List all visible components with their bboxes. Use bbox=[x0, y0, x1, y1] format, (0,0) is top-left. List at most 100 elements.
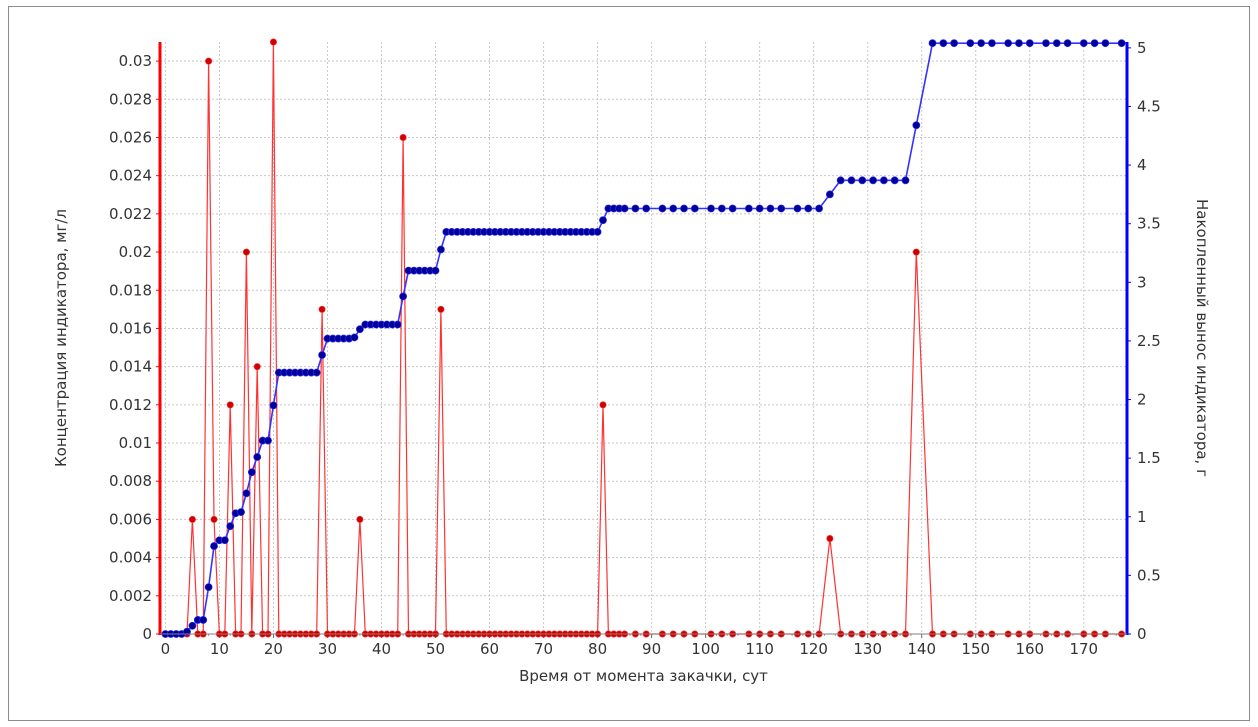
cumulative-point bbox=[437, 245, 445, 254]
x-tick-label: 100 bbox=[691, 640, 720, 658]
left-tick-label: 0.006 bbox=[109, 510, 152, 528]
x-axis-ticks: 0 10 20 30 40 50 60 70 80 90 100 110 120 130 140 150 160… bbox=[161, 634, 1117, 658]
cumulative-point bbox=[755, 204, 764, 213]
axes bbox=[158, 42, 1129, 635]
cumulative-point bbox=[825, 190, 834, 199]
cumulative-point bbox=[966, 39, 975, 48]
right-tick-label: 3 bbox=[1137, 273, 1147, 291]
concentration-point bbox=[826, 535, 834, 543]
cumulative-point bbox=[950, 39, 959, 48]
cumulative-point bbox=[1025, 39, 1034, 48]
x-tick-label: 20 bbox=[264, 640, 283, 658]
cumulative-point bbox=[620, 204, 629, 213]
cumulative-point bbox=[237, 508, 245, 516]
cumulative-point bbox=[264, 436, 272, 445]
cumulative-point bbox=[669, 204, 678, 213]
cumulative-point bbox=[1004, 39, 1013, 48]
right-tick-label: 5 bbox=[1137, 39, 1147, 57]
right-tick-label: 0.5 bbox=[1137, 566, 1161, 584]
cumulative-point bbox=[247, 468, 256, 477]
cumulative-point bbox=[399, 292, 408, 301]
left-tick-label: 0.024 bbox=[109, 167, 152, 185]
x-tick-label: 120 bbox=[799, 640, 828, 658]
cumulative-point bbox=[804, 204, 813, 213]
x-tick-label: 110 bbox=[745, 640, 774, 658]
concentration-point bbox=[242, 248, 250, 256]
cumulative-point bbox=[269, 401, 278, 410]
cumulative-point bbox=[680, 204, 688, 213]
cumulative-line bbox=[165, 42, 1122, 635]
concentration-point bbox=[226, 401, 234, 409]
cumulative-point bbox=[912, 121, 921, 130]
x-tick-label: 160 bbox=[1015, 640, 1044, 658]
x-axis-title: Время от момента закачки, сут bbox=[519, 667, 768, 685]
cumulative-point bbox=[658, 204, 667, 213]
cumulative-point bbox=[836, 176, 845, 185]
concentration-point bbox=[188, 515, 196, 523]
concentration-point bbox=[912, 248, 920, 256]
cumulative-point bbox=[777, 204, 786, 213]
cumulative-point bbox=[1101, 39, 1110, 48]
cumulative-point bbox=[350, 333, 359, 342]
concentration-point bbox=[356, 515, 364, 523]
x-tick-label: 170 bbox=[1069, 640, 1098, 658]
cumulative-point bbox=[1042, 39, 1050, 48]
cumulative-point bbox=[199, 616, 208, 624]
cumulative-point bbox=[728, 204, 737, 213]
cumulative-point bbox=[642, 204, 651, 213]
cumulative-point bbox=[1015, 39, 1023, 48]
x-tick-label: 50 bbox=[426, 640, 445, 658]
left-tick-label: 0.014 bbox=[109, 358, 152, 376]
concentration-point bbox=[269, 38, 277, 46]
cumulative-point bbox=[879, 176, 888, 185]
left-tick-label: 0.008 bbox=[109, 472, 152, 490]
right-tick-label: 2 bbox=[1137, 391, 1147, 409]
left-axis-ticks: 0 0.002 0.004 0.006 0.008 0.01 0.012 0.014 0.016… bbox=[109, 52, 160, 643]
cumulative-point bbox=[1117, 39, 1126, 48]
left-tick-label: 0.026 bbox=[109, 128, 152, 146]
right-tick-label: 3.5 bbox=[1137, 215, 1161, 233]
concentration-point bbox=[253, 363, 261, 371]
left-tick-label: 0.01 bbox=[119, 434, 152, 452]
cumulative-point bbox=[766, 204, 775, 213]
left-tick-label: 0.004 bbox=[109, 549, 152, 567]
cumulative-point bbox=[1090, 39, 1099, 48]
cumulative-point bbox=[318, 351, 326, 359]
cumulative-point bbox=[858, 176, 867, 185]
cumulative-point bbox=[988, 39, 996, 48]
cumulative-point bbox=[1063, 39, 1072, 48]
cumulative-point bbox=[1052, 39, 1061, 48]
concentration-point bbox=[210, 515, 218, 523]
left-tick-label: 0.02 bbox=[119, 243, 152, 261]
x-tick-label: 130 bbox=[853, 640, 882, 658]
left-tick-label: 0.002 bbox=[109, 587, 152, 605]
cumulative-point bbox=[220, 536, 229, 545]
x-tick-label: 60 bbox=[480, 640, 499, 658]
cumulative-point bbox=[977, 39, 986, 48]
series-layer bbox=[161, 38, 1126, 638]
cumulative-point bbox=[690, 204, 699, 213]
cumulative-point bbox=[188, 621, 197, 630]
cumulative-point bbox=[939, 39, 948, 48]
cumulative-point bbox=[928, 39, 937, 48]
x-tick-label: 90 bbox=[642, 640, 661, 658]
x-tick-label: 0 bbox=[161, 640, 171, 658]
right-tick-label: 4.5 bbox=[1137, 97, 1161, 115]
x-tick-label: 10 bbox=[210, 640, 229, 658]
right-tick-label: 0 bbox=[1137, 625, 1147, 643]
left-tick-label: 0 bbox=[142, 625, 152, 643]
right-tick-label: 1.5 bbox=[1137, 449, 1161, 467]
cumulative-point bbox=[869, 176, 877, 185]
x-tick-label: 150 bbox=[961, 640, 990, 658]
concentration-point bbox=[437, 305, 445, 313]
concentration-point bbox=[599, 401, 607, 409]
cumulative-point bbox=[393, 320, 402, 329]
cumulative-point bbox=[707, 204, 715, 213]
cumulative-point bbox=[226, 522, 235, 531]
cumulative-point bbox=[253, 453, 262, 461]
concentration-series bbox=[161, 38, 1126, 638]
concentration-point bbox=[205, 57, 213, 65]
right-tick-label: 1 bbox=[1137, 508, 1147, 526]
cumulative-point bbox=[717, 204, 726, 213]
